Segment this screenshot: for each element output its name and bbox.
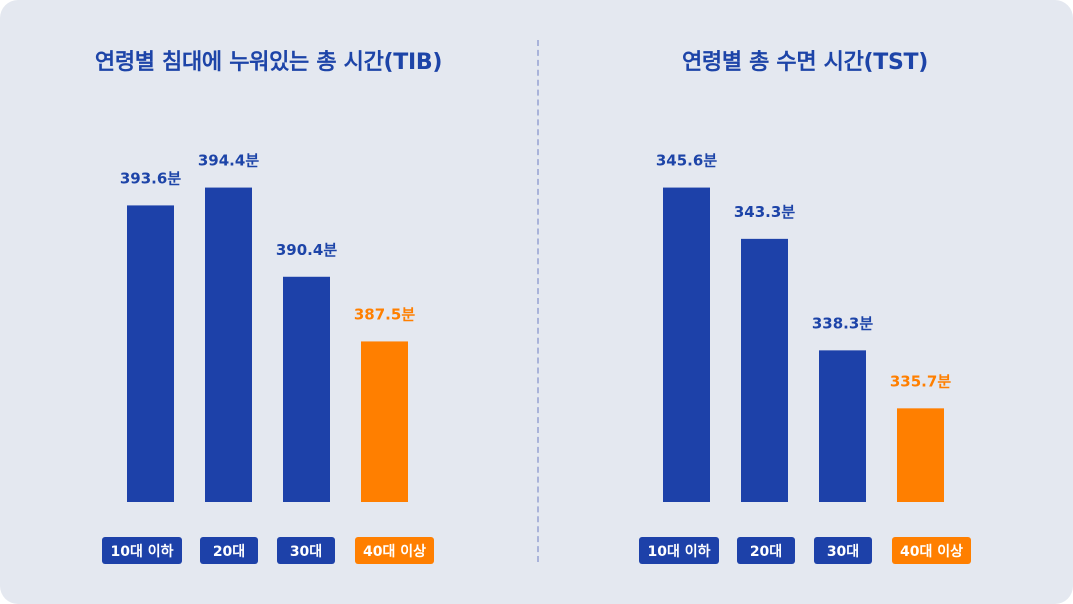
tib-value-label-2: 394.4분 (198, 152, 259, 170)
tib-value-label-4: 387.5분 (354, 305, 415, 323)
tst-value-label-3: 338.3분 (812, 314, 873, 332)
tib-bar-2 (205, 187, 252, 502)
tst-chart-title: 연령별 총 수면 시간(TST) (681, 50, 929, 75)
tib-bar-4 (361, 341, 408, 502)
tst-bar-4 (897, 408, 944, 502)
tib-category-label-3: 30대 (277, 537, 335, 564)
tst-category-label-3: 30대 (814, 537, 872, 564)
tib-bar-3 (283, 276, 330, 502)
tst-category-label-4: 40대 이상 (892, 537, 971, 564)
panel-divider (537, 40, 539, 562)
tst-value-label-1: 345.6분 (656, 152, 717, 170)
tst-bar-2 (741, 238, 788, 503)
tst-category-label-1: 10대 이하 (639, 537, 719, 564)
tib-category-label-4: 40대 이상 (355, 537, 434, 564)
tst-category-label-2: 20대 (737, 537, 795, 564)
tst-bar-1 (663, 187, 710, 502)
tst-chart-panel: 연령별 총 수면 시간(TST) 345.6분 343.3분 338.3분 335.7… (537, 0, 1073, 604)
tib-bar-1 (127, 205, 174, 502)
tib-category-label-2: 20대 (200, 537, 258, 564)
tib-value-label-3: 390.4분 (276, 241, 337, 259)
tst-bar-chart: 345.6분 343.3분 338.3분 335.7분 (656, 152, 951, 503)
tib-chart-panel: 연령별 침대에 누워있는 총 시간(TIB) 393.6분 394.4분 390.4… (94, 50, 443, 564)
tib-value-label-1: 393.6분 (120, 169, 181, 187)
tst-value-label-4: 335.7분 (890, 372, 951, 390)
tst-bar-3 (819, 350, 866, 502)
tib-chart-title: 연령별 침대에 누워있는 총 시간(TIB) (94, 50, 443, 75)
tst-value-label-2: 343.3분 (734, 203, 795, 221)
tib-bar-chart: 393.6분 394.4분 390.4분 387.5분 (120, 152, 415, 502)
tib-category-label-1: 10대 이하 (102, 537, 182, 564)
